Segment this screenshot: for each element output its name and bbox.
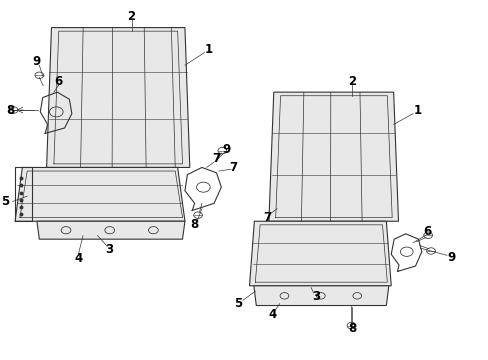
Text: 5: 5 <box>234 297 242 310</box>
Polygon shape <box>249 221 390 286</box>
Text: 5: 5 <box>1 195 9 208</box>
Polygon shape <box>46 28 189 167</box>
Text: 6: 6 <box>423 225 431 238</box>
Text: 4: 4 <box>267 308 276 321</box>
Text: 1: 1 <box>205 42 213 55</box>
Text: 9: 9 <box>222 143 230 156</box>
Text: 8: 8 <box>347 322 356 335</box>
Text: 9: 9 <box>447 251 455 264</box>
Text: 8: 8 <box>190 218 198 231</box>
Polygon shape <box>15 167 184 221</box>
Polygon shape <box>37 221 184 239</box>
Text: 1: 1 <box>413 104 421 117</box>
Polygon shape <box>268 92 398 221</box>
Text: 6: 6 <box>55 75 63 88</box>
Text: 8: 8 <box>6 104 14 117</box>
Text: 2: 2 <box>347 75 356 88</box>
Text: 7: 7 <box>229 161 237 174</box>
Text: 3: 3 <box>311 290 320 303</box>
Polygon shape <box>253 286 388 306</box>
Text: 7: 7 <box>263 211 271 224</box>
Text: 4: 4 <box>74 252 82 265</box>
Text: 7: 7 <box>212 152 220 165</box>
Text: 9: 9 <box>33 55 41 68</box>
Text: 3: 3 <box>105 243 114 256</box>
Text: 2: 2 <box>127 10 135 23</box>
